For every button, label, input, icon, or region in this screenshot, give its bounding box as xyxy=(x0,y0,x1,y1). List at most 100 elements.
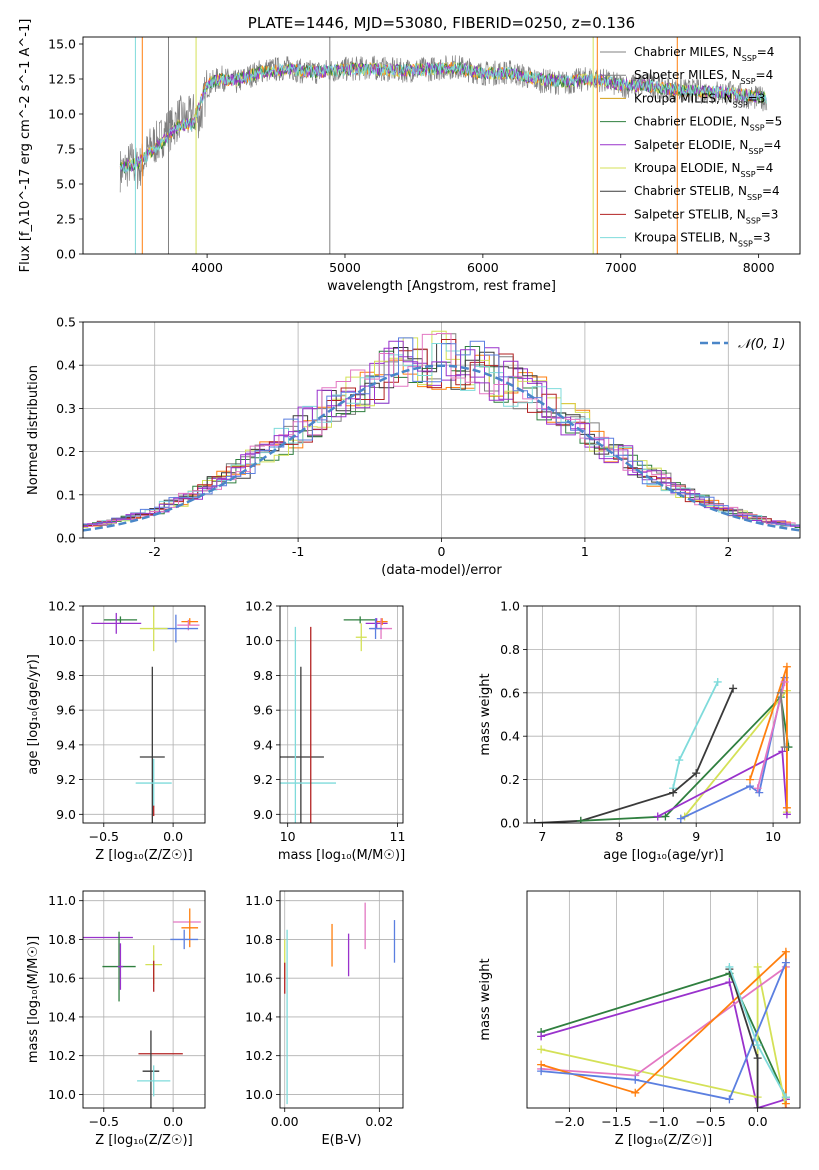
plot-area xyxy=(119,37,768,254)
y-tick-label: 10.0 xyxy=(245,1087,273,1102)
x-tick-label: 0.0 xyxy=(163,1114,183,1129)
point-marker xyxy=(675,756,684,765)
axes-mw_vs_Z: −2.0 −1.5 −1.0 −0.5 0.0 Z [log₁₀(Z/Z☉)] mass w… xyxy=(478,890,801,1148)
mass-weight-series-1 xyxy=(540,980,787,1108)
mass-weight-series-4 xyxy=(540,949,787,1104)
point-marker xyxy=(755,788,764,797)
point-marker xyxy=(537,1032,546,1041)
axes-spectrum: 4000 5000 6000 7000 8000 0.0 2.5 5.0 7.5 10.0 12.5… xyxy=(18,14,801,294)
x-tick-label: −0.5 xyxy=(89,829,119,844)
x-tick-label: −1.0 xyxy=(648,1114,678,1129)
point-marker xyxy=(725,1095,734,1104)
mass-weight-series-8 xyxy=(779,692,786,748)
plot-area xyxy=(280,616,393,823)
plot-area xyxy=(530,662,793,823)
legend-label: Salpeter STELIB, NSSP=3 xyxy=(634,207,778,225)
y-tick-label: 0.4 xyxy=(56,358,76,373)
y-tick-label: 5.0 xyxy=(56,177,76,192)
x-tick-label: 8 xyxy=(615,829,623,844)
y-tick-label: 0.4 xyxy=(500,729,520,744)
gaussian-curve xyxy=(83,364,800,532)
x-tick-label: 0 xyxy=(438,544,446,559)
mass-weight-series-1 xyxy=(534,688,734,823)
axes-frame xyxy=(82,321,801,539)
y-tick-label: 11.0 xyxy=(48,893,76,908)
axes-frame xyxy=(82,605,206,824)
y-tick-label: 9.4 xyxy=(253,737,273,752)
point-marker xyxy=(746,775,755,784)
x-axis-label: E(B-V) xyxy=(321,1133,361,1148)
point-marker xyxy=(725,962,734,971)
x-tick-label: −2.0 xyxy=(554,1114,584,1129)
x-tick-label: 0.0 xyxy=(748,1114,768,1129)
y-tick-label: 10.4 xyxy=(245,1009,273,1024)
point-marker xyxy=(713,677,722,686)
point-marker xyxy=(631,1075,640,1084)
legend-label: Chabrier STELIB, NSSP=4 xyxy=(634,184,780,202)
y-tick-label: 0.8 xyxy=(500,642,520,657)
plot-area xyxy=(537,947,790,1108)
y-tick-label: 10.0 xyxy=(48,1087,76,1102)
legend-label: Salpeter ELODIE, NSSP=4 xyxy=(634,138,781,156)
x-tick-label: 0.02 xyxy=(365,1114,393,1129)
y-tick-label: 7.5 xyxy=(56,142,76,157)
legend-label: Chabrier MILES, NSSP=4 xyxy=(634,45,774,63)
point-marker xyxy=(631,1088,640,1097)
x-tick-label: 7000 xyxy=(605,260,637,275)
point-marker xyxy=(778,747,787,756)
y-tick-label: 10.4 xyxy=(48,1009,76,1024)
legend-label: Kroupa STELIB, NSSP=3 xyxy=(634,231,771,249)
x-tick-label: 8000 xyxy=(743,260,775,275)
x-tick-label: 2 xyxy=(724,544,732,559)
legend-label: 𝒩(0, 1) xyxy=(738,337,785,352)
plot-area xyxy=(83,908,201,1108)
x-tick-label: 5000 xyxy=(329,260,361,275)
x-tick-label: −0.5 xyxy=(695,1114,725,1129)
x-tick-label: 10 xyxy=(765,829,781,844)
legend-label: Kroupa MILES, NSSP=3 xyxy=(634,91,765,109)
x-tick-label: -1 xyxy=(292,544,304,559)
point-marker xyxy=(653,812,662,821)
point-marker xyxy=(661,812,670,821)
point-marker xyxy=(753,1054,762,1063)
point-marker xyxy=(676,814,685,823)
mass-weight-series-0 xyxy=(672,681,719,789)
axes-residuals: -2 -1 0 1 2 0.0 0.1 0.2 0.3 0.4 0.5 (data-model)/er… xyxy=(26,315,801,578)
y-tick-label: 9.0 xyxy=(56,807,76,822)
legend-label: Chabrier ELODIE, NSSP=5 xyxy=(634,115,782,133)
y-tick-label: 0.0 xyxy=(56,531,76,546)
point-marker xyxy=(753,1104,762,1108)
y-tick-label: 0.6 xyxy=(500,685,520,700)
point-marker xyxy=(782,662,791,671)
y-tick-label: 0.5 xyxy=(56,315,76,330)
x-tick-label: -2 xyxy=(148,544,160,559)
y-tick-label: 10.0 xyxy=(48,633,76,648)
y-tick-label: 0.2 xyxy=(56,444,76,459)
point-marker xyxy=(669,788,678,797)
series-model-4 xyxy=(119,62,767,174)
x-tick-label: 11 xyxy=(390,829,406,844)
legend-label: Kroupa ELODIE, NSSP=4 xyxy=(634,161,773,179)
y-tick-label: 0.1 xyxy=(56,487,76,502)
y-axis-label: Normed distribution xyxy=(26,365,41,495)
point-marker xyxy=(753,1041,762,1050)
y-tick-label: 9.6 xyxy=(253,703,273,718)
point-marker xyxy=(753,962,762,971)
y-tick-label: 10.8 xyxy=(48,932,76,947)
point-marker xyxy=(781,947,790,956)
point-marker xyxy=(781,958,790,967)
point-marker xyxy=(780,677,789,686)
x-axis-label: wavelength [Angstrom, rest frame] xyxy=(327,279,556,294)
mass-weight-series-5 xyxy=(541,962,787,1101)
y-tick-label: 9.0 xyxy=(253,807,273,822)
y-tick-label: 9.8 xyxy=(253,668,273,683)
point-marker xyxy=(537,1045,546,1054)
y-tick-label: 12.5 xyxy=(48,72,76,87)
y-tick-label: 9.2 xyxy=(253,772,273,787)
axes-frame xyxy=(279,890,404,1109)
y-axis-label: Flux [f_λ10^-17 erg cm^-2 s^-1 A^-1] xyxy=(18,19,33,273)
y-tick-label: 10.8 xyxy=(245,932,273,947)
y-tick-label: 11.0 xyxy=(245,893,273,908)
x-tick-label: 7 xyxy=(538,829,546,844)
